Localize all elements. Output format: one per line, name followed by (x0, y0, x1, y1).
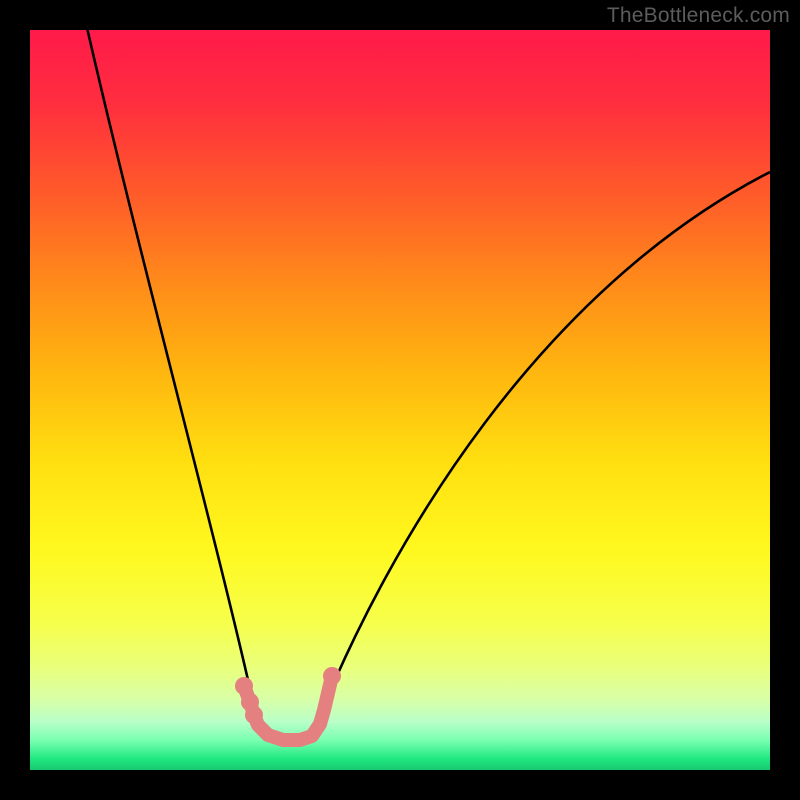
bottleneck-curve-chart (0, 0, 800, 800)
gradient-panel (30, 30, 770, 770)
marker-dot (235, 677, 253, 695)
marker-dot (323, 667, 341, 685)
marker-dot (245, 706, 263, 724)
chart-stage: TheBottleneck.com (0, 0, 800, 800)
watermark-text: TheBottleneck.com (607, 4, 790, 28)
